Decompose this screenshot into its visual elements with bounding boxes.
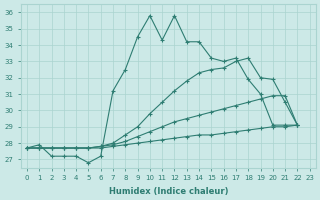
X-axis label: Humidex (Indice chaleur): Humidex (Indice chaleur) bbox=[108, 187, 228, 196]
